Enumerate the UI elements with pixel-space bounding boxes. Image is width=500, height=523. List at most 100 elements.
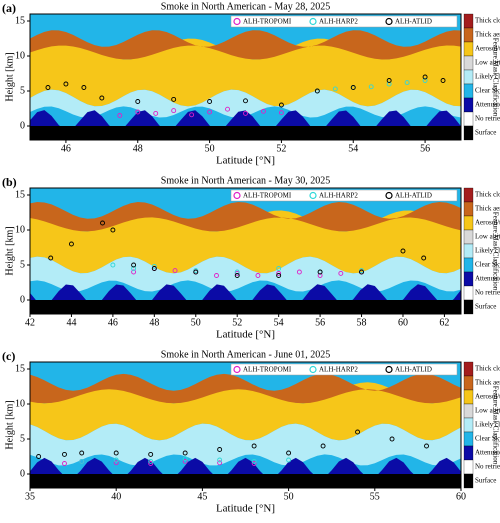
x-tick-label: 50 [205, 143, 215, 154]
y-tick-label: 5 [20, 85, 25, 96]
colorbar-swatch [463, 13, 474, 29]
x-tick-label: 54 [348, 143, 358, 154]
data-point [153, 110, 159, 116]
x-tick-label: 44 [66, 317, 76, 328]
data-point [182, 450, 188, 456]
data-point [368, 84, 374, 90]
data-point [276, 273, 282, 278]
colorbar-label: Clear Sky [475, 435, 500, 443]
curtain-likely-clear [30, 256, 461, 292]
x-tick-label: 50 [191, 317, 201, 328]
data-point [62, 451, 67, 457]
legend-label: ALH-ATLID [395, 192, 432, 200]
x-tick-label: 56 [420, 143, 430, 154]
legend-label: ALH-HARP2 [319, 366, 358, 374]
data-point [172, 268, 178, 274]
y-tick-label: 10 [15, 50, 25, 61]
colorbar-swatch [463, 285, 474, 301]
x-tick-label: 60 [456, 491, 466, 502]
y-tick-label: 15 [15, 363, 25, 374]
y-tick-label: 15 [15, 189, 25, 200]
panel: 35 40 45 50 55 60 0 5 10 15(c) Smoke in North Amer… [2, 349, 500, 515]
legend-label: ALH-ATLID [395, 366, 432, 374]
legend-label: ALH-HARP2 [319, 18, 358, 26]
panel-label: (a) [2, 1, 16, 15]
data-point [255, 273, 261, 278]
panel-label: (b) [2, 175, 17, 189]
data-point [117, 113, 123, 118]
data-point [193, 269, 199, 275]
colorbar-swatch [463, 41, 474, 57]
colorbar-swatch [463, 361, 474, 377]
colorbar-label: Aerosol/thin cloud [475, 393, 500, 401]
colorbar-label: Likely clear [475, 247, 500, 255]
colorbar-label: Thick cloud [475, 191, 500, 199]
data-point [79, 450, 85, 456]
data-point [151, 263, 157, 269]
colorbar-label: No retrievals [475, 463, 500, 471]
data-point [151, 266, 157, 271]
data-point [404, 80, 410, 86]
colorbar-label: Thick aerosol/cloud [475, 205, 500, 213]
data-point [217, 460, 223, 466]
data-point [79, 458, 85, 464]
legend-marker [385, 17, 393, 26]
data-point [234, 273, 240, 278]
data-point [251, 458, 257, 464]
colorbar-label: Thick aerosol/cloud [475, 379, 500, 387]
legend-label: ALH-ATLID [395, 18, 432, 26]
x-tick-label: 62 [439, 317, 449, 328]
data-point [386, 81, 392, 87]
legend-box [230, 189, 458, 202]
curtain-surface [30, 300, 461, 314]
colorbar-swatch [463, 215, 474, 231]
curtain-likely-clear [30, 89, 461, 118]
colorbar-title: Feature Mask Classification [491, 386, 499, 465]
y-tick-label: 5 [20, 259, 25, 270]
x-tick-label: 42 [25, 317, 35, 328]
data-point [278, 110, 284, 116]
legend-marker [385, 191, 393, 200]
legend-marker [233, 191, 241, 200]
data-point [243, 110, 248, 116]
legend-box [230, 15, 458, 28]
colorbar-title: Feature Mask Classification [491, 38, 499, 117]
colorbar-swatch [463, 243, 474, 259]
data-point [296, 269, 302, 275]
colorbar-swatch [463, 257, 474, 273]
colorbar-label: Clear Sky [475, 261, 500, 269]
x-tick-label: 58 [357, 317, 367, 328]
data-point [338, 270, 344, 276]
y-tick-label: 15 [15, 15, 25, 26]
colorbar-swatch [463, 431, 474, 447]
data-point [276, 270, 282, 276]
colorbar-label: Thick cloud [475, 365, 500, 373]
legend-marker [233, 17, 241, 26]
data-point [207, 109, 213, 115]
colorbar-swatch [463, 125, 474, 141]
data-point [421, 255, 427, 261]
data-point [389, 436, 395, 442]
colorbar-swatch [463, 97, 474, 113]
data-point [440, 78, 446, 83]
data-point [100, 220, 105, 226]
data-point [110, 262, 116, 268]
data-point [189, 112, 195, 118]
y-tick-label: 10 [15, 398, 25, 409]
colorbar-swatch [463, 201, 474, 217]
data-point [171, 96, 177, 102]
x-tick-label: 52 [276, 143, 286, 154]
data-point [135, 99, 141, 104]
y-tick-label: 5 [20, 433, 25, 444]
data-point [225, 106, 230, 112]
panel: 46 48 50 52 54 56 0 5 10 15(a) Smoke in North Amer… [2, 1, 500, 167]
y-axis-label: Height [km] [4, 226, 15, 275]
data-point [131, 262, 137, 268]
colorbar-label: Clear Sky [475, 87, 500, 95]
y-tick-label: 0 [20, 294, 25, 305]
colorbar-swatch [463, 111, 474, 127]
colorbar-swatch [463, 459, 474, 475]
data-point [217, 457, 223, 463]
data-point [182, 458, 188, 464]
legend-label: ALH-TROPOMI [243, 18, 292, 26]
